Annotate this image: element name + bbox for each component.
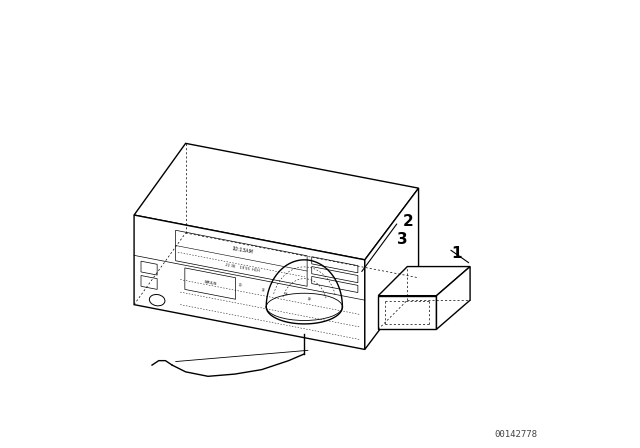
Text: 10:13AM: 10:13AM	[232, 246, 253, 255]
Text: 2: 2	[403, 214, 413, 229]
Text: 11: 11	[260, 288, 266, 293]
Text: 15: 15	[284, 293, 289, 297]
Text: 19: 19	[307, 297, 312, 302]
Polygon shape	[365, 188, 419, 349]
Text: 00142778: 00142778	[494, 430, 538, 439]
Polygon shape	[436, 267, 470, 329]
Text: 1: 1	[451, 246, 461, 261]
Polygon shape	[378, 267, 470, 296]
Polygon shape	[378, 296, 436, 329]
Polygon shape	[134, 143, 419, 260]
Text: 3: 3	[397, 232, 408, 247]
Text: 21 36    19 55  HCH: 21 36 19 55 HCH	[225, 263, 260, 273]
Text: 10: 10	[237, 284, 243, 288]
Polygon shape	[134, 215, 365, 349]
Text: SIRIUS: SIRIUS	[204, 280, 217, 287]
